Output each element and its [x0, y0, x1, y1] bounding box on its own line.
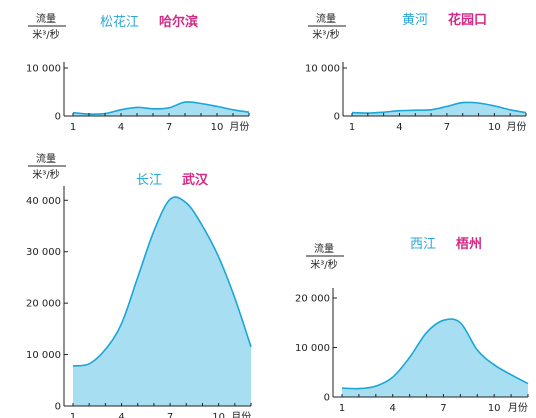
- ylabel-unit: 米³/秒: [310, 258, 337, 271]
- series-area: [352, 102, 526, 116]
- river-name: 松花江: [100, 14, 139, 30]
- ylabel-unit: 米³/秒: [312, 28, 339, 41]
- y-tick-label: 20 000: [295, 294, 330, 305]
- x-tick-label: 10: [488, 122, 501, 133]
- series-area: [73, 197, 251, 406]
- y-tick-label: 10 000: [295, 343, 330, 354]
- y-tick-label: 10 000: [26, 64, 61, 75]
- x-axis-label: 月份: [508, 402, 528, 414]
- x-tick-label: 10: [212, 412, 225, 418]
- station-name: 梧州: [456, 236, 482, 252]
- x-tick-label: 10: [488, 403, 501, 414]
- y-tick-label: 20 000: [26, 299, 61, 310]
- ylabel-unit: 米³/秒: [32, 168, 59, 181]
- ylabel-unit: 米³/秒: [32, 28, 59, 41]
- x-tick-label: 10: [211, 122, 224, 133]
- y-tick-label: 0: [55, 402, 61, 413]
- x-tick-label: 1: [339, 403, 345, 414]
- river-name: 长江: [136, 173, 162, 188]
- x-axis-label: 月份: [231, 411, 251, 418]
- series-line: [351, 101, 527, 114]
- series-line: [341, 318, 529, 390]
- y-tick-label: 40 000: [26, 196, 61, 207]
- river-name: 西江: [410, 237, 436, 252]
- y-tick-label: 10 000: [305, 64, 340, 75]
- series-line: [72, 101, 250, 115]
- x-tick-label: 4: [396, 122, 402, 133]
- y-tick-label: 30 000: [26, 247, 61, 258]
- x-tick-label: 7: [444, 122, 450, 133]
- series-area: [342, 318, 528, 397]
- x-axis-label: 月份: [229, 121, 249, 133]
- y-tick-label: 0: [334, 112, 340, 123]
- ylabel-quantity: 流量: [314, 242, 334, 255]
- y-tick-label: 10 000: [26, 350, 61, 361]
- x-tick-label: 4: [118, 412, 124, 418]
- x-tick-label: 1: [349, 122, 355, 133]
- ylabel-quantity: 流量: [36, 152, 56, 165]
- river-name: 黄河: [402, 13, 428, 28]
- series-line: [72, 196, 252, 367]
- x-tick-label: 4: [390, 403, 396, 414]
- y-tick-label: 0: [324, 393, 330, 404]
- ylabel-quantity: 流量: [36, 12, 56, 25]
- station-name: 花园口: [448, 12, 487, 28]
- x-tick-label: 1: [70, 122, 76, 133]
- y-tick-label: 0: [55, 112, 61, 123]
- station-name: 武汉: [182, 172, 209, 188]
- x-tick-label: 4: [118, 122, 124, 133]
- ylabel-quantity: 流量: [316, 12, 336, 25]
- x-tick-label: 7: [167, 412, 173, 418]
- station-name: 哈尔滨: [159, 14, 198, 30]
- x-tick-label: 1: [70, 412, 76, 418]
- x-tick-label: 7: [440, 403, 446, 414]
- x-axis-label: 月份: [507, 121, 527, 133]
- x-tick-label: 7: [166, 122, 172, 133]
